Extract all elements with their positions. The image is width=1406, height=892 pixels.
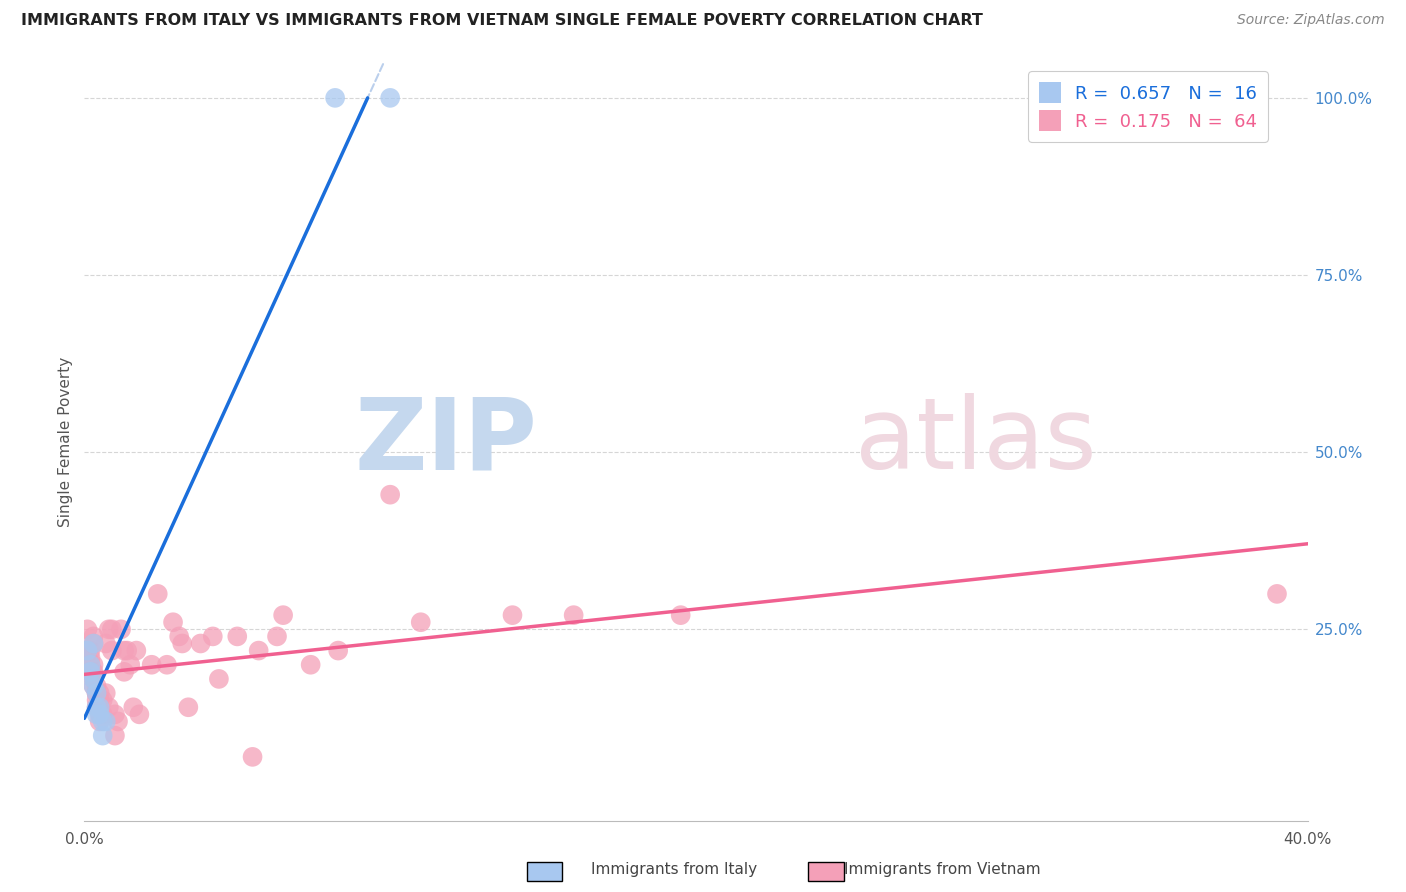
Point xyxy=(86,693,108,707)
Text: IMMIGRANTS FROM ITALY VS IMMIGRANTS FROM VIETNAM SINGLE FEMALE POVERTY CORRELATI: IMMIGRANTS FROM ITALY VS IMMIGRANTS FROM… xyxy=(21,13,983,29)
Point xyxy=(128,707,150,722)
Point xyxy=(91,707,114,722)
Point xyxy=(83,679,105,693)
Point xyxy=(380,488,402,502)
Point xyxy=(101,643,124,657)
Point xyxy=(97,623,120,637)
Point xyxy=(83,629,105,643)
Point xyxy=(146,587,169,601)
Point xyxy=(208,672,231,686)
Y-axis label: Single Female Poverty: Single Female Poverty xyxy=(58,357,73,526)
Point xyxy=(328,643,350,657)
Point xyxy=(91,729,114,743)
Point xyxy=(86,686,108,700)
Point xyxy=(76,643,98,657)
Point xyxy=(79,665,101,679)
Point xyxy=(83,665,105,679)
Point xyxy=(107,714,129,729)
Point xyxy=(1265,587,1288,601)
Point xyxy=(86,679,108,693)
Point xyxy=(167,629,190,643)
Point xyxy=(94,636,117,650)
Text: atlas: atlas xyxy=(855,393,1097,490)
Point xyxy=(86,700,108,714)
Point xyxy=(91,714,114,729)
Point xyxy=(76,623,98,637)
Text: Immigrants from Vietnam: Immigrants from Vietnam xyxy=(844,863,1040,877)
Point xyxy=(83,672,105,686)
Point xyxy=(104,729,127,743)
Point xyxy=(323,91,346,105)
Point xyxy=(172,636,194,650)
Point xyxy=(669,608,692,623)
Point xyxy=(112,665,135,679)
Point xyxy=(83,636,105,650)
Point xyxy=(86,686,108,700)
Point xyxy=(115,643,138,657)
Point xyxy=(83,672,105,686)
Point xyxy=(89,700,111,714)
Point xyxy=(190,636,212,650)
Legend: R =  0.657   N =  16, R =  0.175   N =  64: R = 0.657 N = 16, R = 0.175 N = 64 xyxy=(1028,71,1268,142)
Point xyxy=(79,665,101,679)
Point xyxy=(101,623,124,637)
Point xyxy=(89,693,111,707)
Point xyxy=(271,608,294,623)
Point xyxy=(141,657,163,672)
Point xyxy=(201,629,224,643)
Point xyxy=(89,714,111,729)
Point xyxy=(83,679,105,693)
Point xyxy=(76,643,98,657)
Point xyxy=(86,700,108,714)
Point xyxy=(79,650,101,665)
Point xyxy=(299,657,322,672)
Point xyxy=(79,657,101,672)
Point xyxy=(122,700,145,714)
Point xyxy=(162,615,184,630)
Point xyxy=(86,707,108,722)
Point xyxy=(266,629,288,643)
Point xyxy=(226,629,249,643)
Point xyxy=(247,643,270,657)
Point xyxy=(502,608,524,623)
Point xyxy=(156,657,179,672)
Point xyxy=(562,608,585,623)
Point xyxy=(94,714,117,729)
Point xyxy=(83,636,105,650)
Point xyxy=(409,615,432,630)
Text: Immigrants from Italy: Immigrants from Italy xyxy=(591,863,756,877)
Point xyxy=(110,623,132,637)
Point xyxy=(112,643,135,657)
Text: ZIP: ZIP xyxy=(354,393,537,490)
Point xyxy=(242,750,264,764)
Point xyxy=(79,643,101,657)
Point xyxy=(97,700,120,714)
Point xyxy=(89,707,111,722)
Point xyxy=(104,707,127,722)
Text: Source: ZipAtlas.com: Source: ZipAtlas.com xyxy=(1237,13,1385,28)
Point xyxy=(94,686,117,700)
Point xyxy=(120,657,142,672)
Point xyxy=(89,686,111,700)
Point xyxy=(125,643,148,657)
Point xyxy=(380,91,402,105)
Point xyxy=(89,707,111,722)
Point xyxy=(83,657,105,672)
Point xyxy=(91,693,114,707)
Point xyxy=(89,700,111,714)
Point xyxy=(86,686,108,700)
Point xyxy=(79,657,101,672)
Point xyxy=(177,700,200,714)
